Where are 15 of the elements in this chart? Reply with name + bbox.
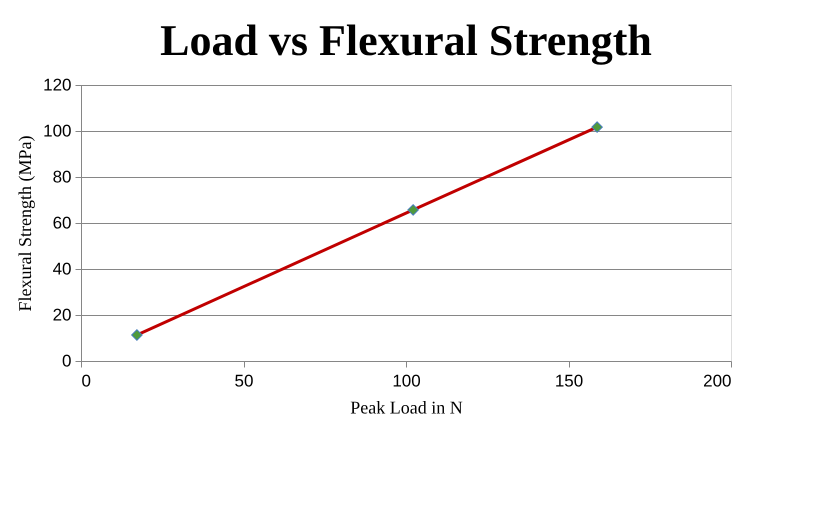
x-tick-label: 50	[234, 372, 254, 390]
x-axis-title: Peak Load in N	[350, 398, 463, 418]
y-tick-label: 0	[62, 352, 72, 370]
y-tick-label: 80	[52, 168, 72, 186]
chart-title: Load vs Flexural Strength	[160, 16, 652, 65]
x-tick-label: 200	[703, 372, 732, 390]
y-tick-label: 120	[43, 76, 72, 94]
y-axis-title: Flexural Strength (MPa)	[15, 136, 36, 312]
y-tick-label: 60	[52, 214, 72, 232]
y-tick-label: 20	[52, 306, 72, 324]
x-tick-label: 0	[82, 372, 91, 390]
y-tick-label: 40	[52, 260, 72, 278]
y-tick-label: 100	[43, 122, 72, 140]
x-tick-label: 150	[554, 372, 584, 390]
x-tick-label: 100	[392, 372, 421, 390]
